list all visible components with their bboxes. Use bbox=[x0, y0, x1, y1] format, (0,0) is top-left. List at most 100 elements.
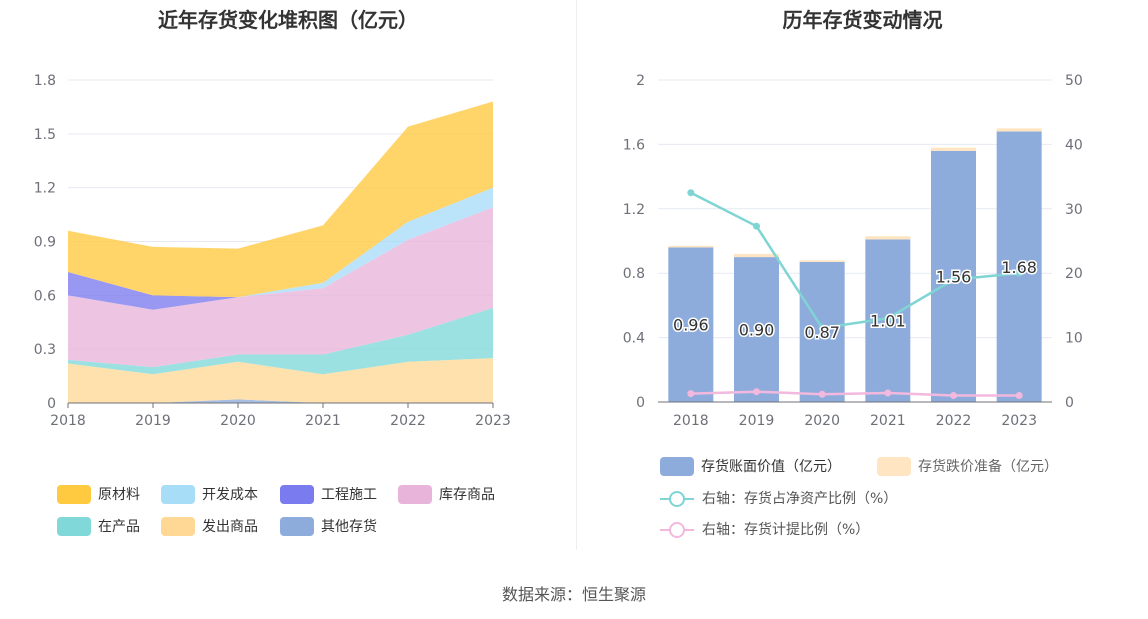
legend-label: 存货跌价准备（亿元） bbox=[918, 459, 1058, 475]
bar bbox=[931, 147, 976, 151]
legend-item[interactable]: 发出商品 bbox=[161, 516, 258, 536]
y-tick-label: 0 bbox=[47, 396, 56, 412]
bar-data-label: 0.90 bbox=[739, 321, 775, 340]
line-point bbox=[753, 388, 760, 396]
legend-item[interactable]: 原材料 bbox=[57, 484, 140, 504]
x-tick-label: 2020 bbox=[220, 413, 256, 429]
x-tick-label: 2021 bbox=[870, 413, 906, 429]
legend-item[interactable]: 其他存货 bbox=[280, 516, 377, 536]
legend-label: 工程施工 bbox=[321, 487, 377, 503]
line-point bbox=[687, 189, 695, 197]
y-right-tick-label: 40 bbox=[1065, 137, 1083, 153]
legend-label: 右轴：存货计提比例（%） bbox=[702, 522, 870, 538]
legend-item[interactable]: 库存商品 bbox=[398, 484, 495, 504]
legend-item[interactable]: 存货账面价值（亿元） bbox=[660, 456, 841, 476]
legend-label: 在产品 bbox=[98, 519, 140, 535]
bar-data-label: 0.87 bbox=[804, 323, 840, 342]
y-left-tick-label: 0.8 bbox=[623, 266, 645, 282]
legend-label: 库存商品 bbox=[439, 487, 495, 503]
bar-data-label: 1.68 bbox=[1001, 258, 1037, 277]
y-left-tick-label: 1.6 bbox=[623, 137, 645, 153]
chart-legend: 存货账面价值（亿元） 存货跌价准备（亿元） 右轴：存货占净资产比例（%） 右轴：存货计… bbox=[577, 450, 1148, 550]
legend-item[interactable]: 在产品 bbox=[57, 516, 140, 536]
area-series bbox=[68, 207, 493, 310]
area-series bbox=[68, 399, 493, 403]
legend-swatch bbox=[660, 489, 694, 508]
legend-item[interactable]: 开发成本 bbox=[161, 484, 258, 504]
bar bbox=[799, 261, 845, 402]
legend-swatch bbox=[280, 516, 314, 536]
x-tick-label: 2021 bbox=[305, 413, 341, 429]
bar-data-label: 1.01 bbox=[870, 312, 906, 331]
bar bbox=[996, 128, 1042, 132]
legend-swatch bbox=[161, 484, 195, 504]
line-point bbox=[687, 390, 695, 398]
area-series bbox=[68, 358, 493, 403]
x-tick-label: 2019 bbox=[135, 413, 171, 429]
legend-label: 发出商品 bbox=[202, 519, 258, 535]
y-right-tick-label: 20 bbox=[1065, 266, 1083, 282]
x-tick-label: 2023 bbox=[475, 413, 511, 429]
legend-swatch bbox=[660, 520, 694, 539]
area-series bbox=[68, 307, 493, 375]
legend-swatch bbox=[161, 516, 195, 536]
chart-title: 历年存货变动情况 bbox=[782, 8, 943, 32]
area-series bbox=[68, 207, 493, 368]
y-tick-label: 1.8 bbox=[34, 73, 56, 89]
legend-label: 右轴：存货占净资产比例（%） bbox=[702, 491, 898, 507]
line-point bbox=[818, 324, 826, 332]
y-right-tick-label: 10 bbox=[1065, 331, 1083, 347]
x-tick-label: 2018 bbox=[50, 413, 86, 429]
bar bbox=[734, 253, 779, 258]
legend-swatch bbox=[398, 484, 432, 504]
x-tick-label: 2023 bbox=[1001, 413, 1037, 429]
legend-swatch bbox=[57, 516, 91, 536]
y-left-tick-label: 0 bbox=[636, 395, 645, 411]
x-tick-label: 2018 bbox=[673, 413, 709, 429]
stacked-area-chart: 0 0.3 0.6 0.9 1.2 1.5 1.8 2018 2019 2020 2021 2022 2… bbox=[34, 73, 511, 429]
bar bbox=[668, 245, 714, 248]
x-tick-label: 2019 bbox=[739, 413, 775, 429]
legend-label: 其他存货 bbox=[321, 519, 377, 535]
y-left-tick-label: 2 bbox=[636, 73, 645, 89]
line-point bbox=[1015, 392, 1023, 400]
data-source: 数据来源：恒生聚源 bbox=[501, 585, 646, 604]
x-tick-label: 2020 bbox=[804, 413, 840, 429]
bar-line-chart-panel: 历年存货变动情况 0 0.4 0.8 1.2 1.6 2 0 10 20 30 40 50 2018 20… bbox=[577, 0, 1148, 560]
y-left-tick-label: 0.4 bbox=[623, 331, 645, 347]
y-right-tick-label: 30 bbox=[1065, 202, 1083, 218]
y-tick-label: 1.2 bbox=[34, 181, 56, 197]
legend-item[interactable]: 右轴：存货计提比例（%） bbox=[660, 519, 869, 539]
line-point bbox=[753, 222, 760, 230]
x-tick-label: 2022 bbox=[390, 413, 426, 429]
bar-data-label: 0.96 bbox=[673, 316, 709, 335]
y-left-tick-label: 1.2 bbox=[623, 202, 645, 218]
bar bbox=[799, 260, 845, 262]
legend-item[interactable]: 存货跌价准备（亿元） bbox=[877, 456, 1058, 476]
legend-swatch bbox=[660, 456, 694, 476]
legend-swatch bbox=[877, 456, 911, 476]
line-point bbox=[884, 389, 892, 397]
bar bbox=[734, 257, 779, 402]
bar-data-label: 1.56 bbox=[936, 267, 972, 286]
y-tick-label: 0.6 bbox=[34, 288, 56, 304]
y-tick-label: 0.3 bbox=[34, 342, 56, 358]
legend-label: 开发成本 bbox=[202, 487, 258, 503]
line-point bbox=[884, 314, 892, 322]
line-point bbox=[1015, 269, 1023, 277]
legend-item[interactable]: 右轴：存货占净资产比例（%） bbox=[660, 488, 897, 508]
legend-swatch bbox=[280, 484, 314, 504]
y-right-tick-label: 50 bbox=[1065, 73, 1083, 89]
y-tick-label: 1.5 bbox=[34, 127, 56, 143]
line-point bbox=[950, 276, 957, 284]
legend-label: 存货账面价值（亿元） bbox=[701, 459, 841, 475]
bar bbox=[865, 236, 911, 240]
area-series bbox=[68, 101, 493, 298]
y-right-tick-label: 0 bbox=[1065, 395, 1074, 411]
legend-swatch bbox=[57, 484, 91, 504]
line-series bbox=[690, 191, 1020, 330]
legend-item[interactable]: 工程施工 bbox=[280, 484, 377, 504]
legend-label: 原材料 bbox=[98, 487, 140, 503]
y-tick-label: 0.9 bbox=[34, 235, 56, 251]
